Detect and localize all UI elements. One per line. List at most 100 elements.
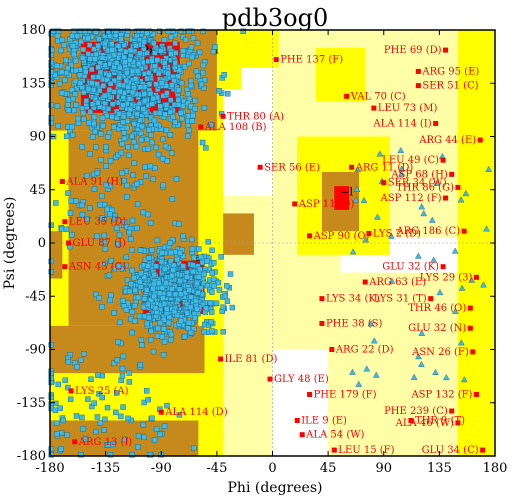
residue-point: [180, 233, 186, 239]
residue-point: [123, 49, 129, 55]
residue-point: [103, 163, 109, 169]
residue-point: [185, 113, 192, 119]
residue-point: [92, 56, 98, 62]
residue-point: [198, 254, 204, 260]
residue-point: [146, 127, 152, 133]
residue-point: [138, 137, 145, 143]
residue-point: [221, 72, 227, 78]
residue-point: [114, 225, 120, 231]
region-glyph: b: [145, 44, 152, 57]
residue-point: [139, 342, 145, 348]
outlier-point: [307, 391, 313, 397]
residue-point: [96, 391, 102, 397]
glycine-point: [352, 196, 360, 203]
residue-point: [144, 388, 150, 394]
glycine-point: [452, 307, 459, 314]
residue-point: [153, 263, 159, 269]
chart-title: pdb3og0: [222, 4, 328, 32]
residue-point: [181, 63, 188, 70]
residue-point: [63, 226, 70, 233]
residue-point: [100, 239, 107, 245]
residue-point: [161, 317, 167, 323]
residue-point: [161, 423, 168, 429]
glycine-point: [388, 232, 395, 239]
residue-label: ARG 95 (E): [421, 66, 479, 77]
residue-point: [60, 417, 67, 424]
residue-label: PHE 239 (C): [384, 406, 448, 417]
residue-point: [99, 215, 105, 221]
glycine-point: [457, 196, 465, 203]
residue-point: [130, 172, 136, 178]
residue-point: [215, 279, 222, 286]
residue-point: [96, 87, 103, 94]
glycine-point: [349, 368, 356, 375]
residue-point: [69, 231, 75, 238]
outlier-point: [461, 228, 467, 234]
residue-point: [87, 151, 93, 157]
residue-point: [194, 280, 200, 287]
residue-point: [149, 101, 155, 107]
residue-point: [81, 116, 87, 122]
residue-point: [131, 160, 137, 166]
residue-point: [173, 50, 179, 56]
residue-point: [93, 291, 99, 298]
residue-point: [65, 65, 71, 72]
residue-point: [150, 31, 156, 38]
residue-label: LEU 15 (F): [338, 445, 394, 456]
residue-point: [82, 28, 88, 34]
residue-point: [102, 246, 109, 252]
outlier-point: [455, 420, 461, 426]
residue-point: [184, 133, 191, 139]
residue-point: [69, 87, 75, 93]
residue-point: [50, 28, 57, 34]
residue-point: [180, 253, 186, 260]
residue-point: [116, 232, 123, 238]
residue-point: [166, 291, 173, 297]
residue-point: [65, 107, 72, 113]
residue-point: [48, 375, 54, 381]
residue-point: [48, 79, 54, 86]
residue-point: [63, 133, 70, 140]
residue-point: [141, 97, 148, 104]
residue-point: [186, 127, 193, 134]
residue-point: [109, 114, 115, 120]
residue-point: [63, 57, 69, 63]
y-tick-label: -90: [25, 343, 46, 358]
residue-point: [129, 217, 136, 224]
residue-point: [155, 151, 162, 158]
outlier-point: [428, 296, 434, 302]
residue-label: ASP 112 (F): [380, 193, 442, 204]
residue-point: [119, 365, 126, 372]
residue-point: [48, 47, 55, 54]
residue-point: [167, 240, 173, 246]
residue-point: [122, 59, 128, 65]
residue-point: [189, 236, 195, 243]
residue-point: [104, 28, 111, 35]
residue-point: [200, 271, 207, 278]
residue-point: [104, 404, 111, 411]
residue-point: [145, 211, 151, 218]
residue-point: [240, 28, 246, 34]
residue-point: [146, 70, 152, 76]
outlier-point: [467, 325, 473, 331]
x-tick-label: -135: [91, 461, 120, 476]
residue-point: [126, 96, 133, 102]
y-tick-label: 180: [21, 23, 46, 38]
residue-point: [163, 127, 170, 133]
residue-point: [102, 33, 108, 39]
residue-point: [180, 263, 186, 269]
residue-point: [118, 377, 124, 384]
residue-point: [148, 114, 154, 121]
glycine-point: [418, 360, 425, 367]
residue-point: [141, 434, 147, 441]
residue-label: LYS 29 (3): [420, 272, 473, 283]
outlier-point: [257, 164, 263, 170]
residue-point: [199, 139, 206, 146]
residue-point: [159, 155, 166, 162]
residue-point: [120, 297, 126, 304]
x-tick-label: -45: [206, 461, 227, 476]
residue-label: LYS 34 (K): [326, 294, 380, 305]
outlier-point: [473, 391, 479, 397]
residue-point: [172, 60, 178, 66]
residue-point: [216, 88, 222, 94]
